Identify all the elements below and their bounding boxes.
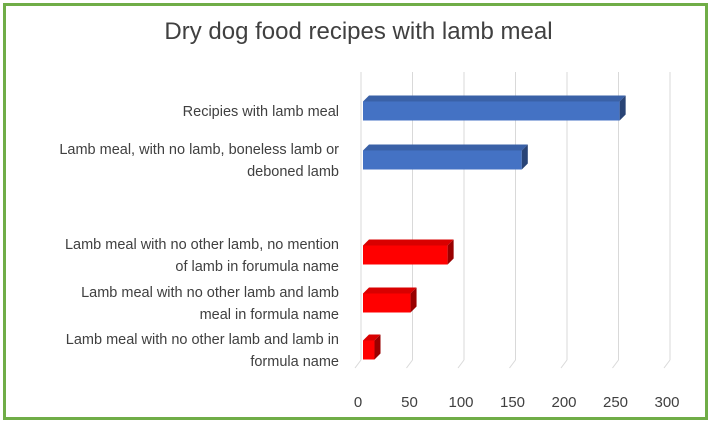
bar-3: [363, 245, 448, 265]
category-label-5-0: Lamb meal with no other lamb and lamb in: [66, 332, 339, 348]
category-label-1-0: Lamb meal, with no lamb, boneless lamb o…: [59, 142, 339, 158]
gridline-foot-250: [612, 359, 619, 369]
bar-side-3: [447, 239, 454, 265]
x-tick-label-300: 300: [654, 394, 679, 411]
x-tick-label-0: 0: [354, 394, 362, 411]
bar-5: [363, 340, 375, 360]
bar-top-0: [363, 95, 626, 102]
gridline-foot-100: [457, 359, 465, 369]
bar-top-3: [363, 239, 454, 246]
chart-frame: Dry dog food recipes with lamb meal 0 50 1…: [3, 3, 708, 420]
x-tick-label-150: 150: [500, 394, 525, 411]
bar-side-0: [619, 95, 626, 121]
gridline-foot-300: [663, 359, 671, 369]
category-label-4-1: meal in formula name: [200, 307, 339, 323]
bar-side-4: [410, 287, 417, 313]
category-label-3-1: of lamb in forumula name: [175, 259, 339, 275]
category-label-1-1: deboned lamb: [247, 164, 339, 180]
category-label-0-0: Recipies with lamb meal: [183, 104, 339, 120]
category-label-4-0: Lamb meal with no other lamb and lamb: [81, 285, 339, 301]
bar-top-4: [363, 287, 417, 294]
gridline-foot-50: [406, 359, 413, 369]
bar-4: [363, 293, 411, 313]
gridline-foot-150: [509, 359, 516, 369]
bar-1: [363, 150, 522, 170]
gridline-foot-200: [560, 359, 568, 369]
x-tick-label-50: 50: [401, 394, 418, 411]
category-label-3-0: Lamb meal with no other lamb, no mention: [65, 237, 339, 253]
bar-chart: 0 50 100 150 200 250 300 Recipies with lamb mea…: [59, 72, 680, 411]
gridline-foot-0: [354, 359, 362, 369]
bar-top-1: [363, 144, 528, 151]
x-tick-label-250: 250: [603, 394, 628, 411]
bar-0: [363, 101, 620, 121]
x-tick-label-200: 200: [551, 394, 576, 411]
chart-title: Dry dog food recipes with lamb meal: [164, 18, 553, 45]
bar-top-5: [363, 334, 381, 341]
x-tick-label-100: 100: [448, 394, 473, 411]
bar-side-1: [521, 144, 528, 170]
category-label-5-1: formula name: [250, 354, 339, 370]
bar-side-5: [374, 334, 381, 360]
